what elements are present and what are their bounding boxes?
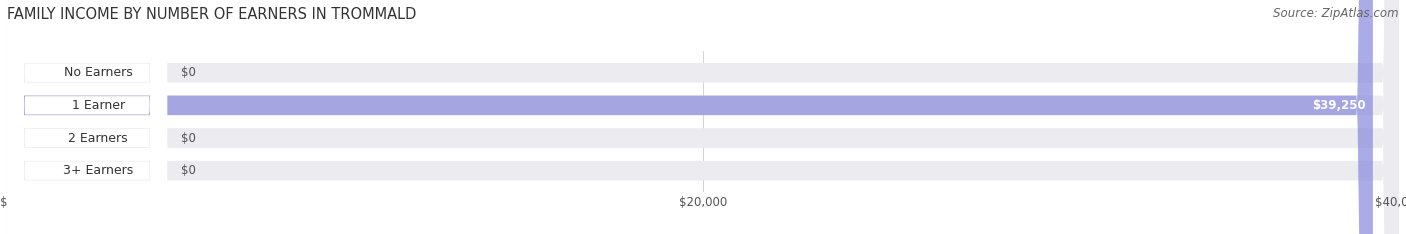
Text: 2 Earners: 2 Earners bbox=[69, 132, 128, 145]
FancyBboxPatch shape bbox=[7, 0, 1399, 234]
Text: $0: $0 bbox=[181, 132, 195, 145]
FancyBboxPatch shape bbox=[7, 0, 167, 234]
FancyBboxPatch shape bbox=[7, 0, 167, 234]
Text: 3+ Earners: 3+ Earners bbox=[63, 164, 134, 177]
Text: No Earners: No Earners bbox=[63, 66, 132, 79]
FancyBboxPatch shape bbox=[7, 0, 1399, 234]
FancyBboxPatch shape bbox=[7, 0, 1372, 234]
FancyBboxPatch shape bbox=[7, 0, 167, 234]
Text: $0: $0 bbox=[181, 164, 195, 177]
Text: FAMILY INCOME BY NUMBER OF EARNERS IN TROMMALD: FAMILY INCOME BY NUMBER OF EARNERS IN TR… bbox=[7, 7, 416, 22]
Text: 1 Earner: 1 Earner bbox=[72, 99, 125, 112]
Text: $0: $0 bbox=[181, 66, 195, 79]
FancyBboxPatch shape bbox=[7, 0, 167, 234]
Text: Source: ZipAtlas.com: Source: ZipAtlas.com bbox=[1274, 7, 1399, 20]
FancyBboxPatch shape bbox=[7, 0, 1399, 234]
Text: $39,250: $39,250 bbox=[1312, 99, 1367, 112]
FancyBboxPatch shape bbox=[7, 0, 1399, 234]
